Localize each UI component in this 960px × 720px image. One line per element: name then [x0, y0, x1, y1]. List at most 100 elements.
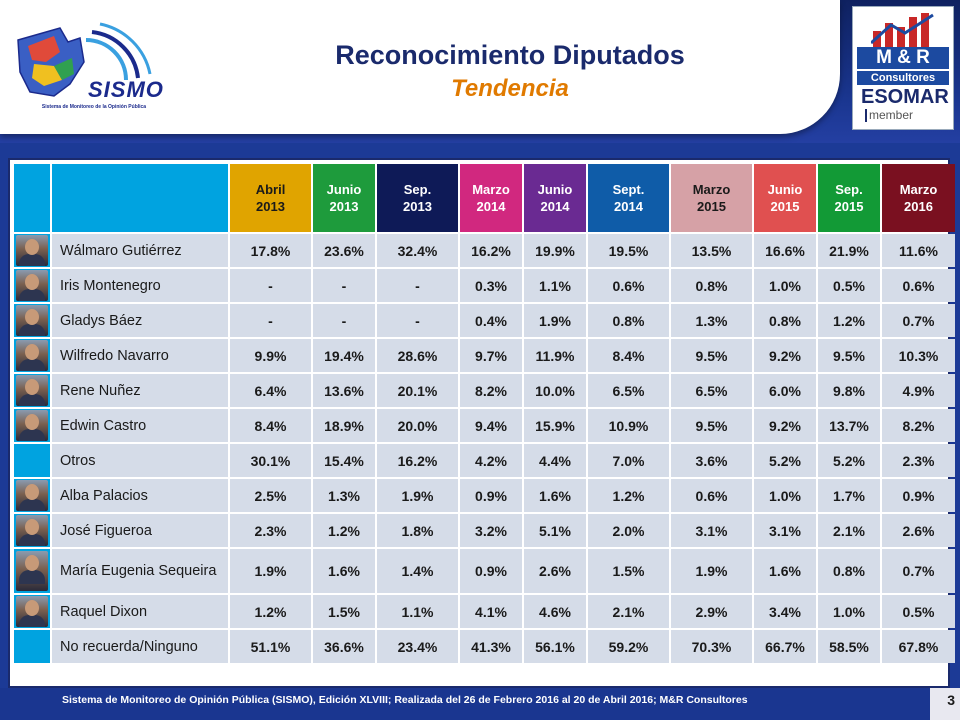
column-header: Abril 2013: [230, 164, 311, 232]
value-cell: 1.7%: [818, 479, 880, 512]
table-row: Rene Nuñez 6.4% 13.6% 20.1% 8.2% 10.0% 6.5% 6.5…: [14, 374, 955, 407]
value-cell: 67.8%: [882, 630, 955, 663]
value-cell: 1.9%: [230, 549, 311, 593]
value-cell: 9.5%: [818, 339, 880, 372]
value-cell: 1.4%: [377, 549, 458, 593]
table-row: Otros 30.1% 15.4% 16.2% 4.2% 4.4% 7.0% 3.6% 5.2%…: [14, 444, 955, 477]
row-name: Iris Montenegro: [52, 269, 228, 302]
bar-chart-icon: [871, 13, 934, 47]
value-cell: 36.6%: [313, 630, 375, 663]
row-name: Rene Nuñez: [52, 374, 228, 407]
row-name: Raquel Dixon: [52, 595, 228, 628]
value-cell: 1.3%: [313, 479, 375, 512]
value-cell: 9.9%: [230, 339, 311, 372]
person-photo: [16, 305, 48, 336]
value-cell: 17.8%: [230, 234, 311, 267]
column-header: Marzo 2015: [671, 164, 752, 232]
value-cell: 0.5%: [882, 595, 955, 628]
value-cell: 20.1%: [377, 374, 458, 407]
value-cell: 8.4%: [588, 339, 669, 372]
value-cell: 2.5%: [230, 479, 311, 512]
value-cell: 9.8%: [818, 374, 880, 407]
value-cell: 9.2%: [754, 339, 816, 372]
esomar-label: ESOMAR: [861, 86, 949, 108]
value-cell: 70.3%: [671, 630, 752, 663]
page-number-box: [930, 688, 960, 720]
value-cell: 41.3%: [460, 630, 522, 663]
value-cell: 2.6%: [524, 549, 586, 593]
value-cell: 2.9%: [671, 595, 752, 628]
photo-cell: [14, 549, 50, 593]
value-cell: 66.7%: [754, 630, 816, 663]
header-name-cell: [52, 164, 228, 232]
value-cell: 4.4%: [524, 444, 586, 477]
value-cell: 0.4%: [460, 304, 522, 337]
value-cell: 1.2%: [818, 304, 880, 337]
value-cell: 1.6%: [524, 479, 586, 512]
value-cell: -: [377, 269, 458, 302]
value-cell: 9.2%: [754, 409, 816, 442]
value-cell: 7.0%: [588, 444, 669, 477]
photo-cell: [14, 444, 50, 477]
column-header: Marzo 2014: [460, 164, 522, 232]
person-photo: [16, 270, 48, 301]
value-cell: 4.9%: [882, 374, 955, 407]
page-title: Reconocimiento Diputados: [335, 40, 685, 70]
table-row: Wálmaro Gutiérrez 17.8% 23.6% 32.4% 16.2% 19.…: [14, 234, 955, 267]
value-cell: 4.6%: [524, 595, 586, 628]
mr-wordmark: M & R: [857, 47, 949, 69]
value-cell: 15.9%: [524, 409, 586, 442]
value-cell: 58.5%: [818, 630, 880, 663]
value-cell: 28.6%: [377, 339, 458, 372]
value-cell: 9.4%: [460, 409, 522, 442]
row-name: María Eugenia Sequeira: [52, 549, 228, 593]
value-cell: 4.2%: [460, 444, 522, 477]
person-photo: [16, 596, 48, 627]
value-cell: 3.1%: [671, 514, 752, 547]
value-cell: 10.0%: [524, 374, 586, 407]
table-row: María Eugenia Sequeira 1.9% 1.6% 1.4% 0.9% 2.…: [14, 549, 955, 593]
value-cell: 6.4%: [230, 374, 311, 407]
table-header-row: Abril 2013 Junio 2013 Sep. 2013 Marzo 2014 J…: [14, 164, 955, 232]
value-cell: 1.0%: [754, 269, 816, 302]
row-name: José Figueroa: [52, 514, 228, 547]
value-cell: 13.5%: [671, 234, 752, 267]
value-cell: 1.0%: [818, 595, 880, 628]
value-cell: -: [377, 304, 458, 337]
value-cell: 11.6%: [882, 234, 955, 267]
table-row: Iris Montenegro - - -0.3% 1.1% 0.6% 0.8% 1.0% 0.…: [14, 269, 955, 302]
value-cell: 1.5%: [588, 549, 669, 593]
value-cell: 1.1%: [524, 269, 586, 302]
value-cell: 0.8%: [818, 549, 880, 593]
value-cell: 2.6%: [882, 514, 955, 547]
row-name: Wálmaro Gutiérrez: [52, 234, 228, 267]
value-cell: 0.8%: [754, 304, 816, 337]
value-cell: 19.5%: [588, 234, 669, 267]
sismo-logo: SISMO Sistema de Monitoreo de la Opinión…: [10, 22, 170, 117]
table-row: José Figueroa 2.3% 1.2% 1.8% 3.2% 5.1% 2.0% 3.1…: [14, 514, 955, 547]
value-cell: 21.9%: [818, 234, 880, 267]
row-name: Edwin Castro: [52, 409, 228, 442]
person-photo: [16, 235, 48, 266]
value-cell: 9.5%: [671, 409, 752, 442]
column-header: Junio 2014: [524, 164, 586, 232]
value-cell: 1.9%: [671, 549, 752, 593]
column-header: Sep. 2015: [818, 164, 880, 232]
row-name: Otros: [52, 444, 228, 477]
photo-cell: [14, 339, 50, 372]
table-row: Raquel Dixon 1.2% 1.5% 1.1% 4.1% 4.6% 2.1% 2.9%…: [14, 595, 955, 628]
value-cell: -: [230, 269, 311, 302]
value-cell: 5.1%: [524, 514, 586, 547]
photo-cell: [14, 374, 50, 407]
value-cell: 1.6%: [313, 549, 375, 593]
table-row: Alba Palacios 2.5% 1.3% 1.9% 0.9% 1.6% 1.2% 0.6…: [14, 479, 955, 512]
value-cell: 1.3%: [671, 304, 752, 337]
person-photo: [16, 515, 48, 546]
value-cell: 30.1%: [230, 444, 311, 477]
value-cell: 1.2%: [588, 479, 669, 512]
esomar-member-label: member: [865, 109, 913, 122]
title-panel: SISMO Sistema de Monitoreo de la Opinión…: [0, 0, 840, 134]
value-cell: 11.9%: [524, 339, 586, 372]
value-cell: -: [230, 304, 311, 337]
page-number: 3: [947, 692, 955, 708]
